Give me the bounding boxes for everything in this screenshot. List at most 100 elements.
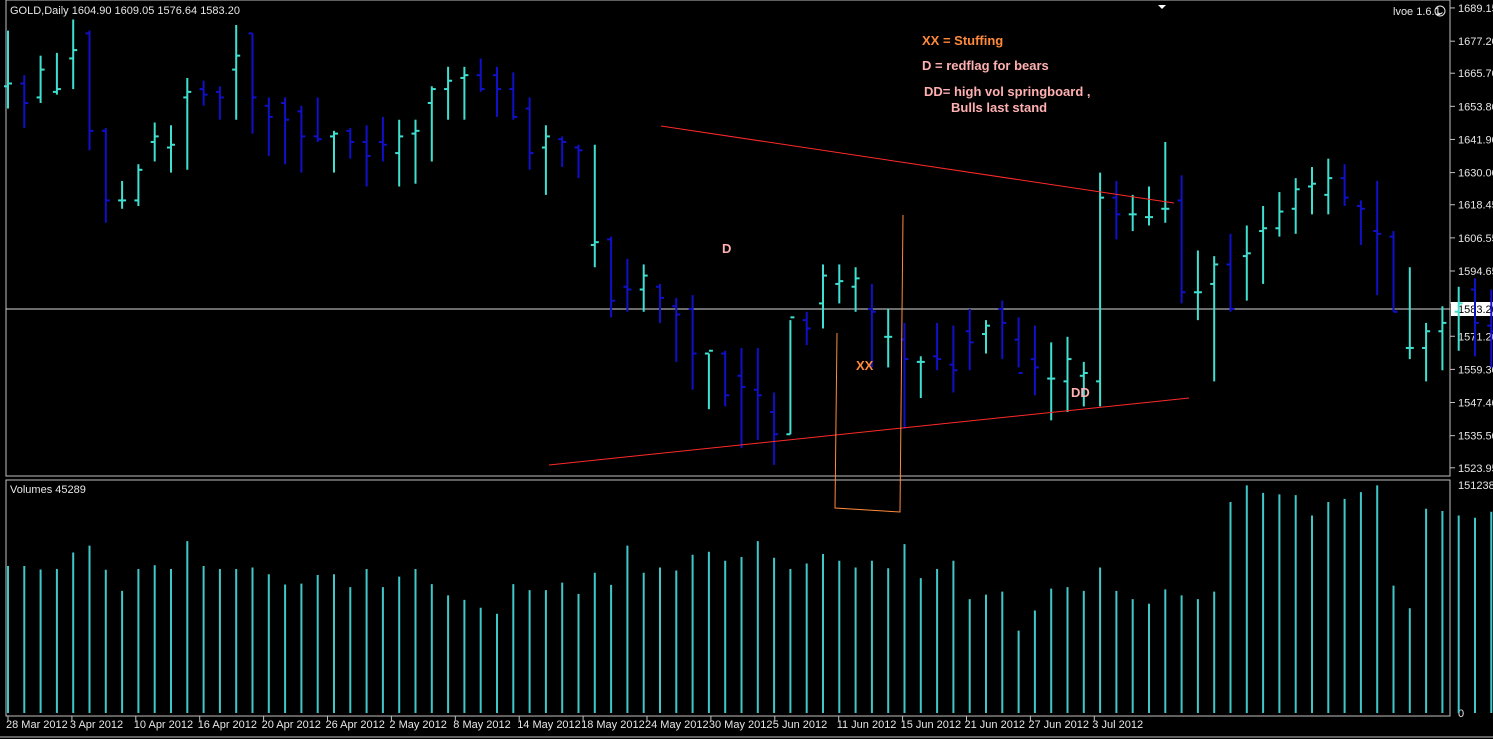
ohlc-bar [525, 97, 534, 170]
date-tick-label: 24 May 2012 [645, 719, 709, 731]
ohlc-bar [183, 77, 192, 170]
ohlc-bar [1063, 336, 1072, 412]
date-tick-label: 15 Jun 2012 [901, 719, 962, 731]
date-tick-label: 18 May 2012 [581, 719, 645, 731]
ohlc-bar [949, 325, 958, 393]
ohlc-bar [965, 308, 974, 371]
ohlc-bar [460, 66, 469, 120]
ohlc-bar [69, 19, 78, 90]
ohlc-bar [1291, 178, 1300, 234]
ohlc-bar [444, 66, 453, 120]
ohlc-bar [639, 264, 648, 312]
ohlc-bar [52, 52, 61, 95]
ohlc-bar [134, 164, 143, 206]
d-mark: D [722, 241, 731, 256]
current-price-badge [1451, 302, 1493, 316]
ohlc-bar [248, 32, 257, 134]
ohlc-bar [427, 86, 436, 162]
ohlc-bar [199, 80, 208, 106]
ohlc-bar [1259, 205, 1268, 284]
ohlc-bar [1324, 158, 1333, 215]
price-tick-label: 1653.80 [1458, 101, 1493, 113]
ohlc-bar [1079, 361, 1088, 407]
ohlc-bar [362, 125, 371, 187]
volume-bars [7, 485, 1493, 713]
price-tick-label: 1689.15 [1458, 3, 1493, 15]
chart-shift-marker-icon[interactable] [1158, 5, 1166, 9]
dd-legend-2: Bulls last stand [951, 100, 1047, 115]
ohlc-bar [395, 119, 404, 187]
ohlc-bar [1340, 164, 1349, 206]
ohlc-bar [1471, 278, 1479, 357]
ohlc-bars [4, 19, 1493, 465]
ohlc-bar [607, 236, 616, 318]
ohlc-bar [101, 128, 110, 223]
smiley-mouth [1437, 12, 1443, 15]
ohlc-bar [1454, 286, 1463, 351]
ohlc-bar [1112, 180, 1121, 240]
ohlc-bar [281, 97, 290, 165]
price-tick-label: 1559.30 [1458, 364, 1493, 376]
ohlc-bar [998, 300, 1007, 360]
ohlc-bar [509, 72, 518, 120]
stuffing-bracket[interactable] [834, 214, 904, 513]
price-panel-frame [5, 0, 1451, 477]
price-tick-label: 1630.00 [1458, 168, 1493, 180]
date-tick-label: 28 Mar 2012 [6, 719, 68, 731]
price-axis: 1689.15 1677.20 1665.70 1653.80 1641.90 1630.… [1450, 3, 1493, 475]
ohlc-bar [1145, 186, 1153, 226]
ohlc-bar [884, 308, 893, 368]
ohlc-bar [558, 136, 567, 168]
ohlc-bar [313, 97, 322, 142]
ohlc-bar [737, 347, 746, 449]
resistance-trendline[interactable] [660, 125, 1175, 204]
ohlc-bar [378, 116, 387, 162]
smiley-icon [1434, 5, 1446, 17]
volume-tick-label: 151238 [1458, 480, 1493, 492]
price-tick-label: 1618.45 [1458, 200, 1493, 212]
ohlc-bar [1356, 200, 1365, 245]
ohlc-bar [1308, 167, 1316, 215]
ohlc-bar [688, 295, 697, 390]
price-tick-label: 1665.70 [1458, 68, 1493, 80]
date-tick-label: 5 Jun 2012 [773, 719, 827, 731]
support-trendline[interactable] [548, 397, 1190, 466]
xx-mark: XX [856, 358, 874, 373]
price-tick-label: 1677.20 [1458, 36, 1493, 48]
ohlc-bar [1487, 289, 1493, 368]
ohlc-bar [1096, 172, 1105, 407]
ohlc-bar [1128, 194, 1137, 232]
ohlc-bar [541, 125, 550, 195]
ohlc-bar [1030, 325, 1039, 396]
ohlc-bar [297, 105, 306, 173]
date-tick-label: 20 Apr 2012 [262, 719, 321, 731]
date-tick-label: 26 Apr 2012 [326, 719, 385, 731]
volume-panel-frame [5, 479, 1451, 717]
ohlc-bar [1405, 267, 1414, 360]
date-tick-label: 8 May 2012 [453, 719, 510, 731]
date-tick-label: 21 Jun 2012 [965, 719, 1026, 731]
ohlc-bar [1177, 175, 1186, 304]
price-tick-label: 1523.95 [1458, 463, 1493, 475]
date-tick-label: 3 Apr 2012 [70, 719, 123, 731]
ohlc-bar [264, 97, 273, 156]
ohlc-bar [1373, 180, 1382, 296]
xx-legend: XX = Stuffing [922, 33, 1003, 48]
ohlc-bar [118, 180, 127, 209]
date-axis: 28 Mar 2012 3 Apr 2012 10 Apr 2012 16 Apr 2… [6, 716, 1143, 731]
ohlc-bar [851, 267, 860, 312]
date-tick-label: 3 Jul 2012 [1092, 719, 1143, 731]
volume-label: Volumes 45289 [10, 484, 86, 496]
ohlc-bar [493, 66, 501, 117]
ohlc-bar [623, 258, 632, 312]
ohlc-bar [85, 30, 94, 151]
ohlc-bar [1193, 250, 1202, 321]
ohlc-bar [232, 25, 241, 120]
ohlc-bar [1014, 317, 1023, 375]
price-tick-label: 1547.40 [1458, 398, 1493, 410]
ohlc-bar [1242, 225, 1251, 301]
ohlc-bar [933, 322, 942, 371]
date-tick-label: 10 Apr 2012 [134, 719, 193, 731]
ohlc-bar [590, 144, 599, 268]
